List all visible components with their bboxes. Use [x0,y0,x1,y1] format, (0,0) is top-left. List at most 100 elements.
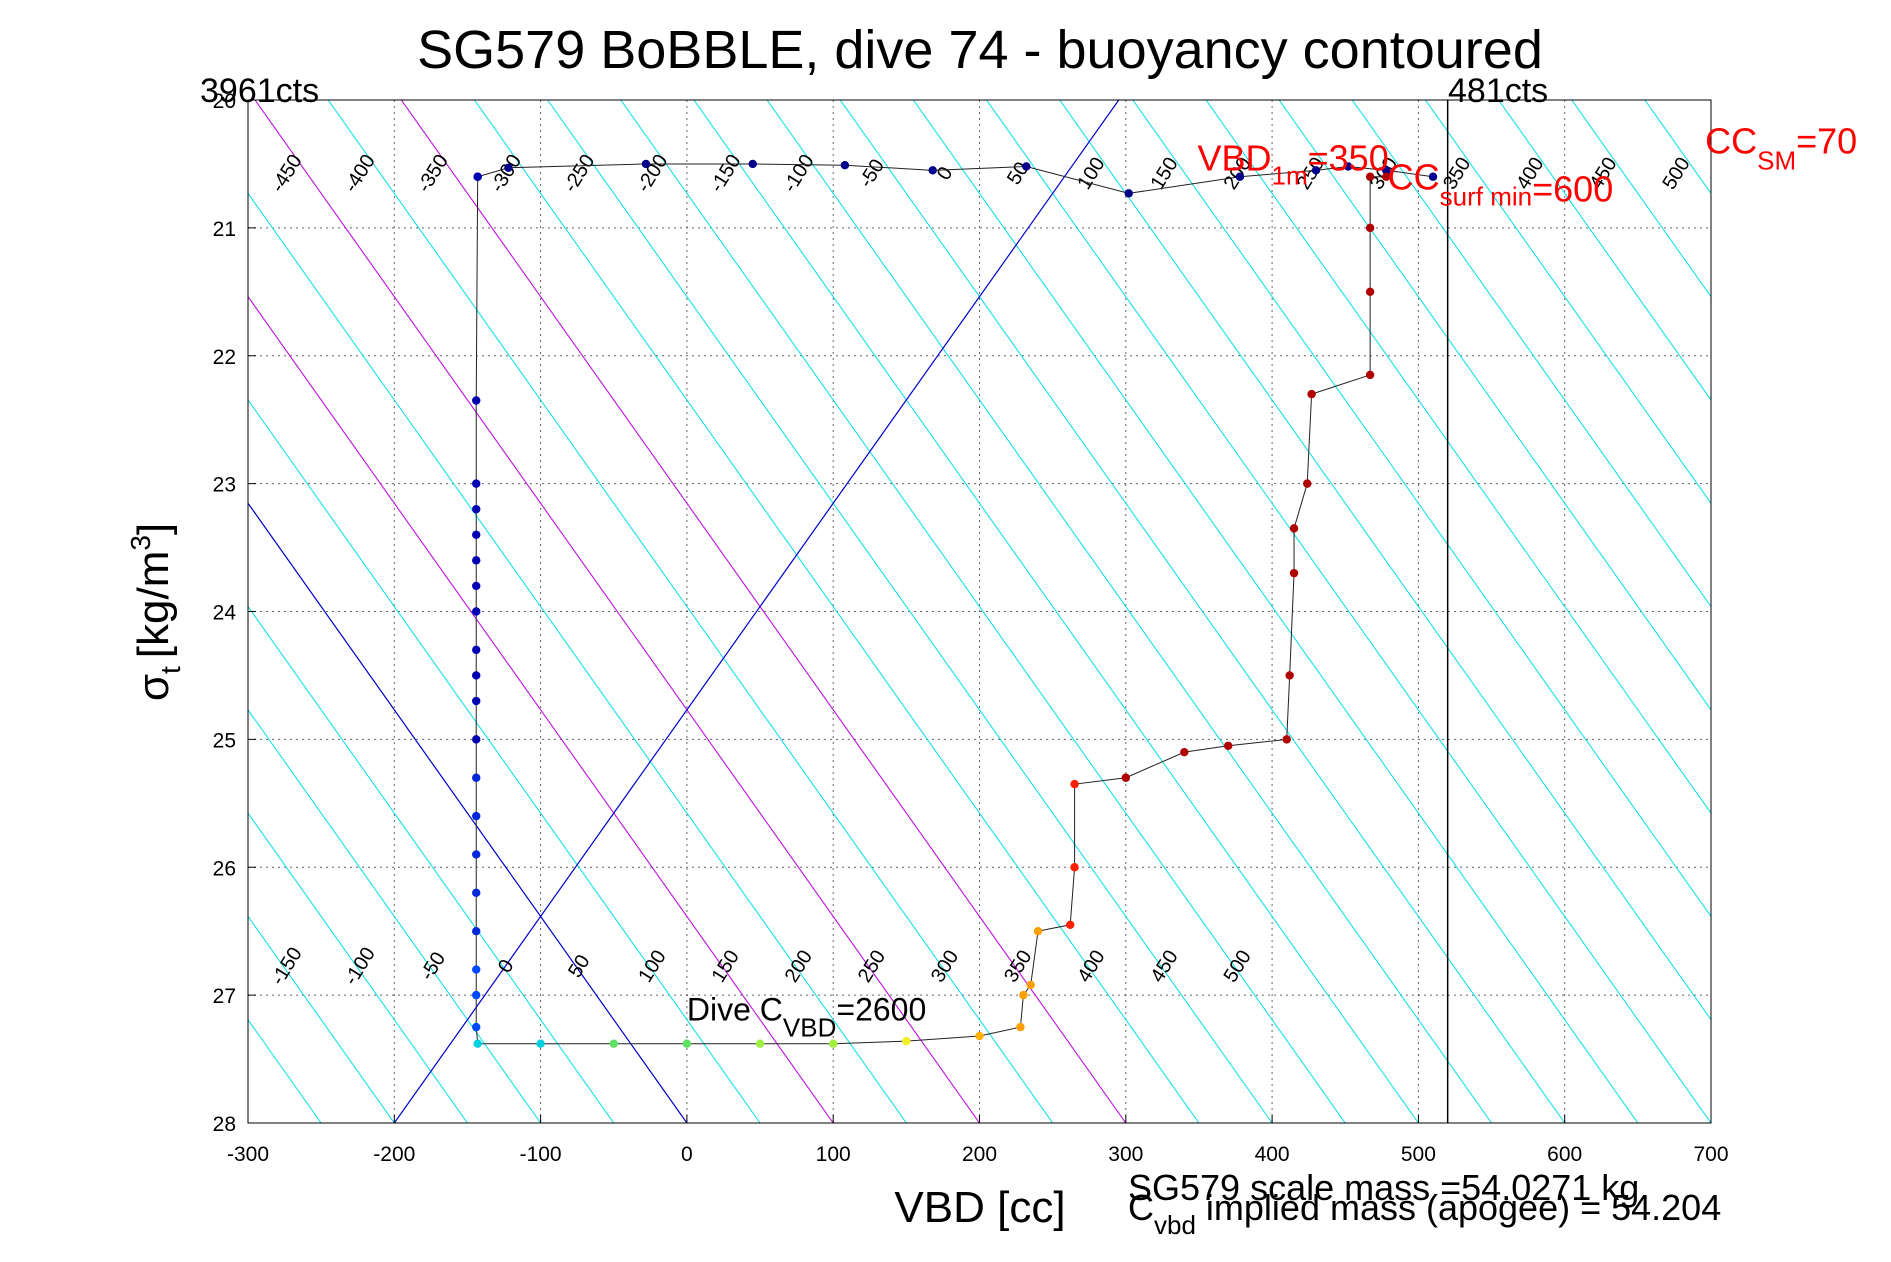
trace-point [1180,747,1189,757]
trace-point [1066,920,1075,929]
counts-left-label: 3961cts [200,72,319,110]
y-axis-label-unit: [kg/m [129,551,178,659]
contour-line [766,100,1492,1123]
contour-line [248,192,907,1123]
vbd-1m-annotation: VBD1m=350 [1197,137,1388,190]
y-axis-label-close: ] [129,523,178,535]
trace-point [1365,287,1375,297]
svg-text:σt[kg/m3]: σt [kg/m3] [125,523,186,701]
x-tick-label: -200 [373,1143,415,1166]
contour-line [1425,100,1711,505]
x-tick-label: 0 [681,1143,693,1166]
reference-line [248,295,834,1123]
trace-point [472,850,481,859]
contour-line [1132,100,1711,918]
trace-point [1303,479,1312,488]
contour-line [248,812,468,1123]
contour-line [248,915,395,1123]
trace-point [840,161,850,170]
trace-point [975,1031,984,1041]
contour-line [620,100,1346,1123]
trace-point [1070,863,1079,872]
contour-line [248,502,688,1123]
trace-point [1382,172,1391,181]
trace-point [1365,172,1375,181]
contour-line [327,100,1054,1123]
contour-line [547,100,1273,1123]
trace-point [472,396,481,405]
trace-point [682,1039,692,1048]
x-tick-label: -300 [227,1143,269,1166]
trace-point [472,773,481,782]
trace-point [472,888,481,898]
x-axis-ticks: -300 -200 -100 0 100 200 300 400 500 600 700 [227,1115,1729,1166]
x-tick-label: -100 [520,1143,562,1166]
trace-point [1428,172,1438,181]
x-tick-label: 300 [1108,1143,1143,1166]
x-tick-label: 100 [816,1143,851,1166]
trace-point [1307,389,1316,399]
trace-point [472,811,481,821]
trace-point [472,990,481,1000]
trace-point [472,671,481,680]
trace-point [1016,1022,1025,1032]
trace-point [1343,162,1353,171]
neutral-buoyancy-line [393,100,1120,1123]
contour-line [1571,100,1711,298]
x-tick-label: 400 [1255,1143,1290,1166]
implied-mass-footer: Cvbd implied mass (apogee) = 54.204 [1128,1187,1721,1240]
y-tick-label: 28 [213,1113,236,1136]
contour-line [693,100,1419,1123]
reference-line [400,100,1127,1123]
contour-line [986,100,1711,1123]
trace-point [1365,370,1375,380]
trace-point [1289,568,1299,578]
trace-point [1235,172,1245,181]
trace-point [748,159,757,169]
trace-point [472,645,481,655]
trace-point [504,163,513,172]
x-tick-label: 500 [1401,1143,1436,1166]
reference-line [254,100,980,1123]
trace-point [1382,166,1391,175]
trace-point [472,479,481,488]
trace-point [1022,162,1031,171]
y-tick-label: 23 [213,474,236,497]
y-tick-label: 25 [213,729,236,752]
trace-point [1311,166,1321,175]
contour-line [0,100,102,1123]
trace-point [609,1039,618,1048]
trace-point [1019,990,1028,1000]
y-tick-label: 27 [213,985,236,1008]
cc-surf-min-annotation: CCsurf min=600 [1388,157,1614,212]
trace-point [472,581,481,591]
cc-sm-annotation: CCSM=70 [1705,121,1857,176]
y-axis-label-sup: 3 [125,535,156,551]
chart-annotations: VBD1m=350 CCsurf min=600 CCSM=70 Dive CV… [687,121,1857,1043]
trace-point [472,965,481,974]
y-tick-label: 26 [213,857,236,880]
x-tick-label: 600 [1547,1143,1582,1166]
trace-point [472,926,481,936]
x-axis-label: VBD [cc] [894,1183,1065,1232]
trace-point [472,1022,481,1032]
contour-line [1059,100,1711,1021]
contour-line [839,100,1566,1123]
trace-point [472,607,481,616]
y-axis-label-symbol: σ [129,674,178,701]
contour-line [248,1122,249,1123]
contour-line [1351,100,1711,608]
trace-point [1026,980,1035,990]
x-tick-label: 700 [1693,1143,1728,1166]
trace-point [829,1039,838,1048]
trace-point [1285,671,1294,680]
trace-point [1282,735,1291,744]
trace-point [472,556,481,565]
chart-title: SG579 BoBBLE, dive 74 - buoyancy contour… [417,20,1543,80]
trace-point [902,1036,911,1046]
trace-point [1289,524,1299,533]
y-axis-ticks: 20 21 22 23 24 25 26 27 28 [213,90,256,1136]
y-axis-label-sub: t [155,666,186,674]
contour-line [248,399,761,1123]
